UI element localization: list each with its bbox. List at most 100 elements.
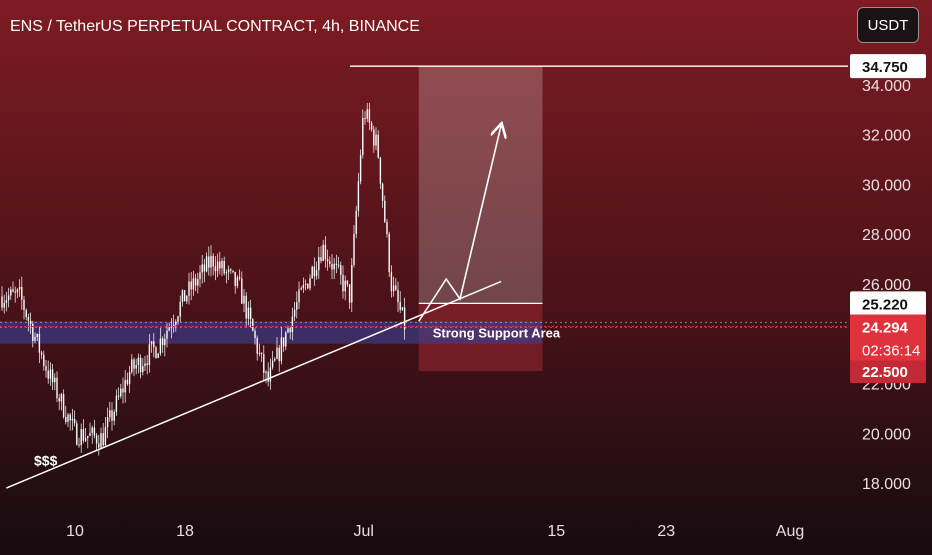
candle — [56, 371, 58, 403]
candle — [203, 259, 206, 283]
candle — [175, 319, 177, 332]
candle — [344, 275, 346, 301]
candle — [58, 393, 60, 411]
candle — [293, 301, 296, 321]
candle — [254, 328, 256, 345]
candle — [375, 127, 377, 150]
currency-selector-button[interactable]: USDT — [857, 7, 919, 43]
candle — [362, 109, 364, 159]
candle — [234, 271, 236, 294]
time-tick-label: 23 — [657, 523, 675, 540]
candle — [285, 330, 287, 351]
candle — [23, 295, 25, 320]
candle — [111, 402, 113, 431]
candle — [115, 389, 118, 416]
candle — [177, 315, 179, 325]
candle — [291, 307, 294, 341]
candle — [300, 286, 302, 291]
candle — [216, 253, 219, 278]
candle — [353, 224, 355, 268]
candle — [282, 337, 285, 352]
candle — [188, 272, 190, 305]
candle — [258, 343, 261, 357]
stop-price-badge-bg — [850, 359, 926, 384]
candle — [395, 277, 397, 292]
candle — [357, 173, 360, 217]
target-price-badge-label: 34.750 — [862, 59, 908, 76]
candle — [324, 236, 327, 268]
candle — [340, 261, 342, 285]
candle — [296, 291, 298, 319]
current-price-badge-countdown: 02:36:14 — [862, 342, 920, 359]
candle — [346, 280, 349, 287]
profit-target-zone[interactable] — [418, 66, 543, 304]
entry-price-badge-bg — [850, 291, 926, 316]
time-tick-label: Jul — [354, 523, 374, 540]
candle — [153, 333, 155, 358]
candle — [5, 291, 8, 312]
candle — [161, 336, 164, 353]
candle — [10, 286, 12, 300]
candle — [263, 345, 265, 381]
price-tick-label: 26.000 — [862, 277, 911, 294]
candle — [190, 271, 192, 301]
candle — [331, 254, 333, 280]
candle — [267, 362, 269, 387]
candle — [80, 423, 82, 453]
candle — [113, 409, 115, 426]
candle — [144, 356, 146, 371]
candle — [137, 353, 140, 374]
candle — [309, 274, 311, 291]
projection-arrow[interactable] — [418, 125, 502, 322]
support-trendline[interactable] — [5, 280, 502, 489]
candle — [243, 289, 245, 313]
candle — [34, 332, 36, 344]
candle — [342, 265, 344, 299]
candle — [139, 354, 142, 379]
candle — [3, 294, 5, 314]
candle — [51, 363, 54, 390]
candle — [197, 272, 199, 294]
candle — [219, 251, 221, 275]
candle — [102, 422, 104, 447]
price-tick-label: 18.000 — [862, 476, 911, 493]
candle — [322, 239, 324, 262]
current-price-badge-bg — [850, 314, 926, 361]
candle — [337, 256, 340, 269]
candle — [388, 231, 390, 277]
time-tick-label: 15 — [547, 523, 565, 540]
candle — [43, 350, 45, 371]
candle — [109, 401, 111, 422]
candle — [7, 287, 10, 308]
candle — [212, 253, 214, 276]
candle — [1, 286, 3, 311]
candle — [164, 333, 166, 357]
candle — [274, 357, 276, 362]
candle — [122, 377, 124, 404]
candle — [100, 427, 102, 449]
candle — [18, 279, 21, 297]
candle — [318, 247, 320, 280]
candle — [29, 312, 32, 334]
candle — [271, 350, 274, 370]
candle — [91, 425, 93, 444]
candle — [199, 265, 201, 288]
time-tick-label: 10 — [66, 523, 84, 540]
candle — [269, 358, 272, 390]
dollar-annotation: $$$ — [34, 453, 58, 469]
candle — [307, 283, 309, 290]
candle — [157, 352, 159, 359]
candle — [280, 326, 283, 365]
candle — [120, 383, 122, 399]
candle — [142, 358, 144, 376]
support-zone[interactable] — [0, 321, 543, 344]
candle — [304, 279, 307, 291]
candle — [16, 288, 19, 299]
candle — [287, 325, 289, 334]
candle — [252, 318, 254, 332]
candle — [333, 258, 335, 280]
candle — [95, 433, 98, 450]
candle — [36, 333, 38, 342]
price-tick-label: 20.000 — [862, 426, 911, 443]
